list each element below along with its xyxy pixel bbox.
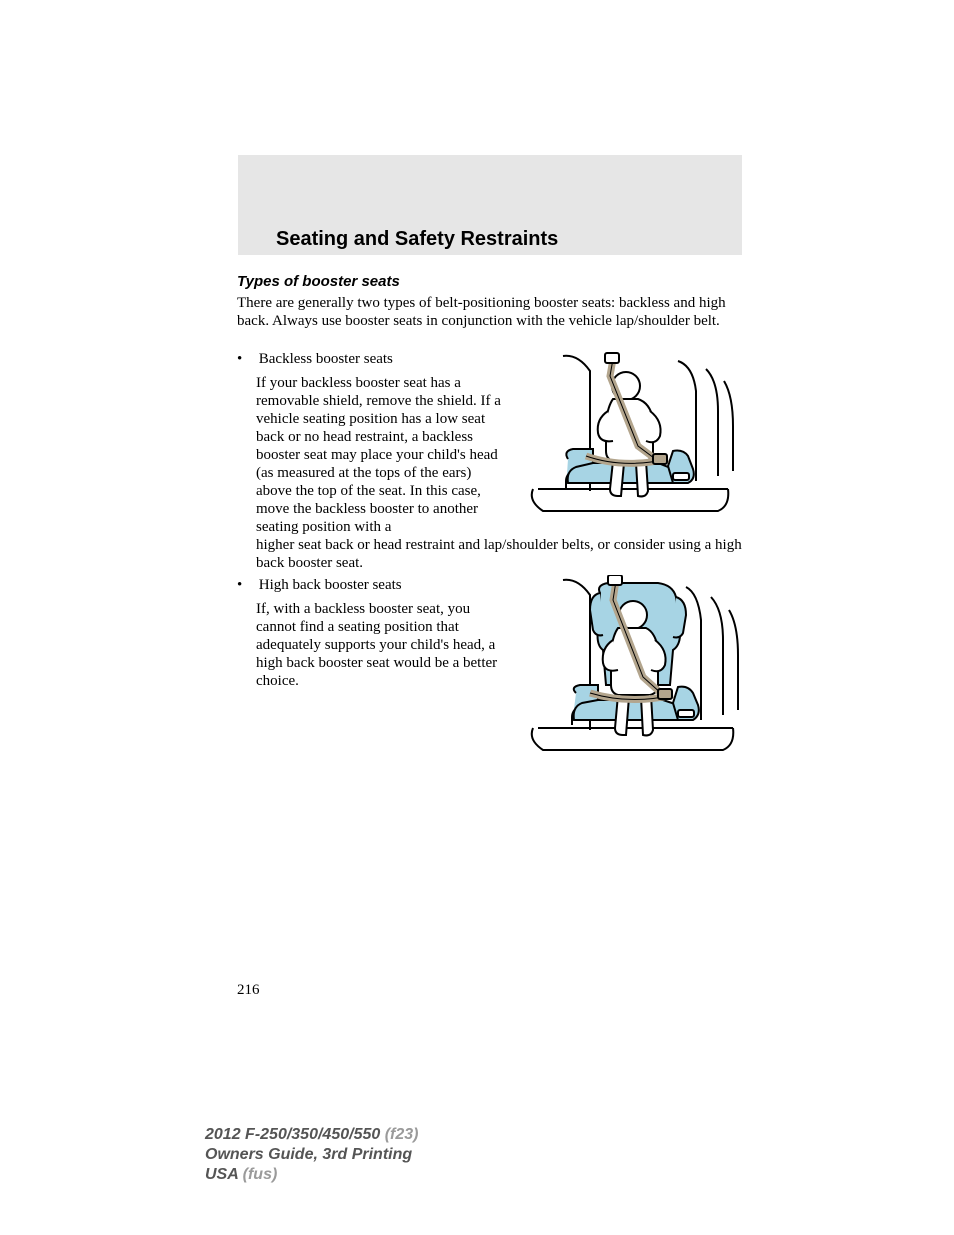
intro-paragraph: There are generally two types of belt-po… bbox=[237, 294, 742, 330]
footer-line-3: USA (fus) bbox=[205, 1165, 419, 1185]
bullet-marker: • bbox=[237, 350, 255, 368]
bullet-label: Backless booster seats bbox=[259, 350, 393, 368]
bullet-paragraph-narrow: If your backless booster seat has a remo… bbox=[256, 374, 508, 536]
bullet-paragraph-wide: higher seat back or head restraint and l… bbox=[256, 536, 742, 572]
highback-booster-illustration bbox=[518, 575, 743, 770]
bullet-marker: • bbox=[237, 576, 255, 594]
footer-line-1: 2012 F-250/350/450/550 (f23) bbox=[205, 1125, 419, 1145]
footer-model: 2012 F-250/350/450/550 bbox=[205, 1126, 380, 1143]
footer-code-1: (f23) bbox=[385, 1126, 419, 1143]
footer-line-2: Owners Guide, 3rd Printing bbox=[205, 1145, 419, 1165]
footer-block: 2012 F-250/350/450/550 (f23) Owners Guid… bbox=[205, 1125, 419, 1185]
bullet-item: • High back booster seats bbox=[237, 576, 402, 594]
page-number: 216 bbox=[237, 982, 260, 999]
footer-region: USA bbox=[205, 1166, 238, 1183]
bullet-label: High back booster seats bbox=[259, 576, 402, 594]
backless-booster-illustration bbox=[518, 351, 743, 523]
manual-page: Seating and Safety Restraints Types of b… bbox=[0, 0, 954, 1235]
subsection-title: Types of booster seats bbox=[237, 273, 400, 290]
section-title: Seating and Safety Restraints bbox=[276, 228, 558, 251]
bullet-item: • Backless booster seats bbox=[237, 350, 393, 368]
bullet-paragraph-narrow: If, with a backless booster seat, you ca… bbox=[256, 600, 508, 690]
footer-code-2: (fus) bbox=[243, 1166, 278, 1183]
